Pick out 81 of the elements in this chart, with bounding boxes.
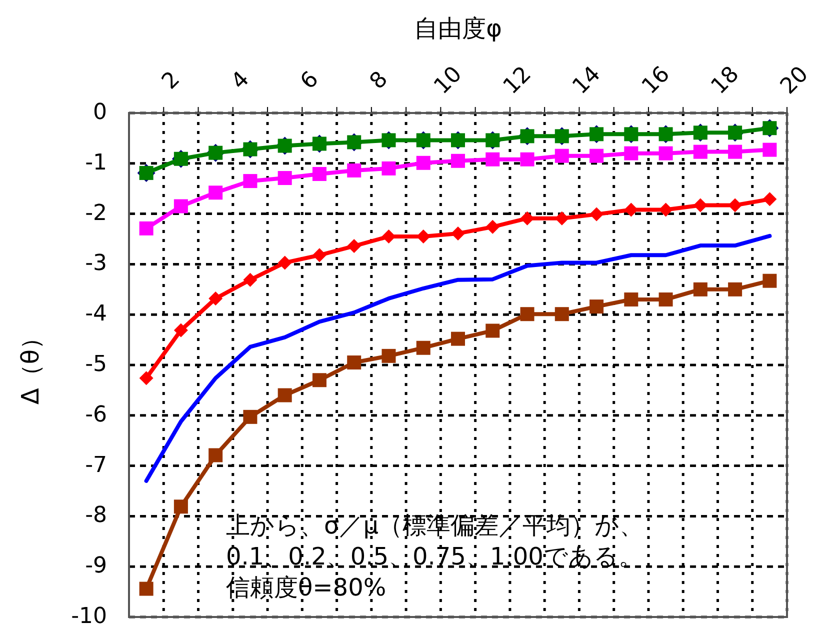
point: [554, 148, 569, 163]
point: [278, 388, 292, 402]
point: [486, 324, 500, 338]
y-tick-label: -7: [85, 452, 107, 478]
point: [658, 146, 673, 160]
point: [590, 207, 604, 222]
point: [520, 307, 534, 322]
point: [728, 198, 742, 212]
point: [590, 148, 604, 163]
point: [416, 229, 430, 244]
y-tick-label: -5: [85, 352, 107, 378]
point: [382, 348, 396, 363]
point: [382, 229, 396, 244]
point: [693, 282, 708, 296]
y-tick-label: -8: [85, 503, 107, 528]
point: [486, 220, 500, 234]
point: [139, 221, 154, 236]
point: [762, 192, 777, 206]
x-tick-label: 4: [226, 66, 254, 94]
point: [693, 144, 708, 159]
point: [624, 292, 638, 306]
point: [139, 582, 154, 596]
point: [554, 307, 569, 322]
point: [174, 500, 188, 514]
point: [243, 410, 258, 424]
point: [208, 448, 223, 462]
point: [693, 198, 708, 212]
y-tick-label: -4: [85, 302, 107, 327]
y-tick-label: 0: [93, 100, 107, 126]
point: [451, 154, 465, 168]
point: [243, 272, 258, 287]
point: [728, 144, 742, 159]
x-tick-label: 6: [296, 66, 324, 94]
point: [590, 300, 604, 314]
x-tick-label: 14: [568, 62, 606, 100]
point: [416, 340, 430, 355]
point: [347, 163, 362, 178]
y-tick-label: -6: [85, 402, 107, 428]
x-tick-label: 2: [158, 66, 186, 94]
point: [451, 332, 465, 346]
point: [486, 152, 500, 166]
y-tick-label: -10: [71, 604, 107, 630]
point: [520, 152, 534, 166]
point: [347, 239, 362, 254]
y-tick-label: -9: [85, 554, 107, 579]
y-tick-label: -1: [85, 150, 107, 176]
point: [624, 146, 638, 160]
x-tick-label: 16: [637, 62, 675, 100]
point: [520, 211, 534, 226]
point: [451, 226, 465, 240]
point: [278, 171, 292, 186]
point: [208, 186, 223, 200]
x-axis-title: 自由度φ: [414, 14, 502, 43]
point: [416, 156, 430, 170]
point: [382, 161, 396, 176]
point: [624, 202, 638, 217]
point: [174, 323, 188, 338]
y-tick-label: -3: [85, 251, 107, 276]
point: [312, 166, 326, 181]
annotation: 信頼度θ=80%: [226, 574, 386, 602]
x-tick-label: 10: [430, 62, 468, 100]
point: [347, 355, 362, 370]
point: [278, 256, 292, 270]
point: [658, 292, 673, 306]
x-tick-label: 12: [498, 62, 536, 100]
x-tick-label: 8: [365, 66, 393, 94]
point: [658, 202, 673, 217]
y-axis-title: Δ（θ）: [16, 325, 45, 405]
point: [208, 291, 223, 306]
point: [554, 211, 569, 226]
point: [174, 199, 188, 214]
point: [762, 274, 777, 288]
point: [762, 142, 777, 157]
y-tick-label: -2: [85, 200, 107, 226]
x-tick-label: 18: [706, 62, 744, 100]
point: [139, 371, 154, 386]
x-tick-label: 20: [776, 62, 813, 100]
point: [728, 282, 742, 296]
point: [243, 174, 258, 188]
point: [312, 373, 326, 388]
point: [312, 248, 326, 262]
